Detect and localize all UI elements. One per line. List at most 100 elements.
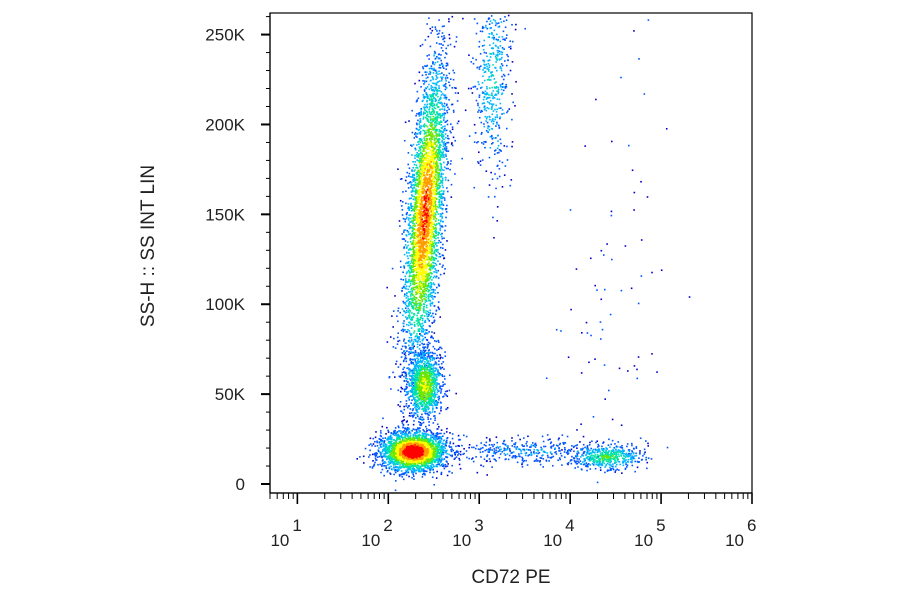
- event-point: [500, 142, 502, 145]
- event-point: [532, 444, 535, 447]
- event-point: [435, 99, 438, 102]
- event-point: [445, 47, 448, 50]
- event-point: [425, 463, 427, 465]
- event-point: [440, 172, 443, 175]
- event-point: [439, 464, 441, 467]
- event-point: [428, 399, 430, 402]
- event-point: [440, 130, 443, 133]
- event-point: [423, 311, 425, 314]
- event-point: [416, 403, 419, 405]
- event-point: [440, 173, 443, 176]
- event-point: [541, 448, 543, 450]
- event-point: [438, 463, 441, 465]
- event-point: [433, 363, 436, 365]
- event-point: [425, 80, 428, 83]
- event-point: [429, 94, 431, 96]
- event-point: [427, 310, 429, 313]
- event-point: [550, 441, 553, 444]
- event-point: [394, 459, 396, 461]
- event-point: [406, 427, 409, 429]
- event-point: [439, 193, 441, 195]
- event-point: [395, 433, 397, 436]
- event-point: [404, 316, 407, 318]
- event-point: [403, 472, 406, 474]
- event-point: [489, 79, 492, 81]
- event-point: [499, 53, 501, 55]
- event-point: [488, 102, 491, 104]
- event-point: [449, 130, 451, 133]
- event-point: [410, 303, 412, 306]
- event-point: [591, 440, 593, 443]
- event-point: [430, 302, 433, 305]
- event-point: [432, 95, 435, 98]
- event-point: [637, 302, 640, 305]
- event-point: [427, 115, 430, 118]
- event-point: [432, 337, 435, 340]
- event-point: [418, 310, 420, 312]
- event-point: [628, 144, 630, 147]
- event-point: [413, 470, 416, 473]
- event-point: [495, 85, 498, 88]
- event-point: [423, 97, 426, 100]
- event-point: [407, 262, 409, 265]
- event-point: [436, 373, 439, 376]
- event-point: [429, 45, 432, 48]
- event-point: [435, 74, 437, 77]
- event-point: [407, 314, 410, 317]
- event-point: [390, 445, 392, 447]
- event-point: [623, 449, 625, 452]
- event-point: [427, 131, 430, 133]
- event-point: [374, 445, 376, 447]
- event-point: [443, 161, 445, 164]
- event-point: [376, 452, 379, 455]
- event-point: [420, 138, 423, 141]
- event-point: [414, 182, 417, 184]
- event-point: [408, 275, 411, 278]
- event-point: [442, 135, 445, 137]
- event-point: [415, 368, 418, 370]
- event-point: [406, 393, 408, 396]
- event-point: [432, 372, 435, 374]
- event-point: [495, 451, 498, 454]
- event-point: [650, 458, 653, 460]
- event-point: [621, 462, 624, 464]
- event-point: [432, 102, 434, 105]
- event-point: [423, 83, 425, 85]
- event-point: [405, 375, 408, 377]
- event-point: [497, 51, 499, 54]
- event-point: [442, 145, 445, 148]
- event-point: [534, 446, 537, 448]
- event-point: [416, 341, 419, 343]
- event-point: [495, 57, 498, 59]
- event-point: [439, 374, 442, 376]
- event-point: [436, 92, 438, 94]
- event-point: [606, 452, 608, 455]
- event-point: [435, 275, 438, 278]
- event-point: [483, 105, 486, 108]
- event-point: [436, 193, 438, 195]
- event-point: [481, 25, 484, 28]
- event-point: [446, 163, 448, 166]
- event-point: [485, 117, 488, 120]
- event-point: [410, 412, 413, 414]
- event-point: [567, 453, 569, 455]
- event-point: [420, 361, 423, 364]
- event-point: [445, 74, 448, 77]
- event-point: [426, 412, 429, 415]
- event-point: [414, 303, 417, 306]
- event-point: [442, 243, 444, 246]
- event-point: [422, 418, 425, 421]
- event-point: [398, 437, 401, 439]
- event-point: [412, 273, 415, 276]
- event-point: [426, 367, 428, 369]
- event-point: [615, 469, 617, 472]
- event-point: [409, 315, 411, 318]
- event-point: [448, 453, 450, 456]
- event-point: [379, 440, 382, 443]
- event-point: [623, 460, 626, 462]
- event-point: [441, 357, 444, 359]
- event-point: [437, 260, 439, 263]
- event-point: [409, 323, 412, 326]
- event-point: [621, 449, 624, 451]
- event-point: [433, 395, 435, 398]
